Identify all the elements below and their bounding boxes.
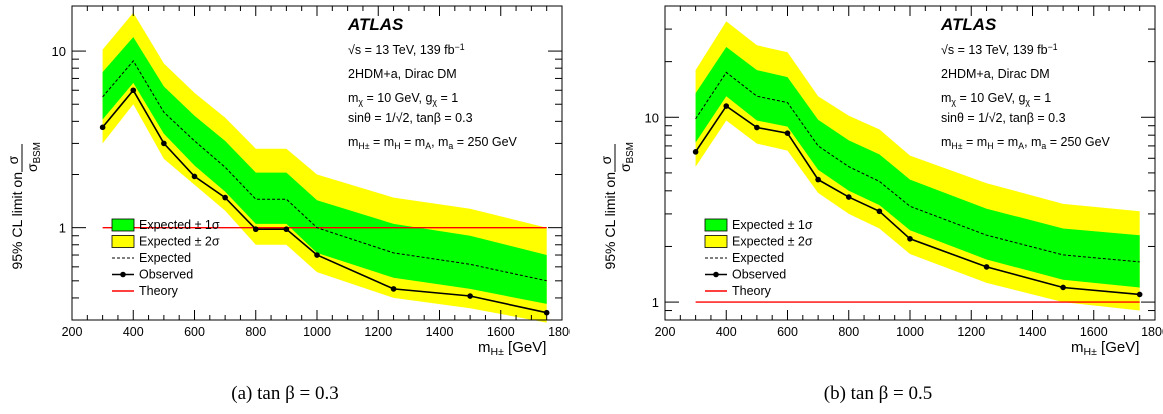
- y-tick-label: 10: [52, 44, 66, 59]
- y-axis-label-denominator: σBSM: [617, 142, 636, 172]
- y-tick-label: 1: [652, 295, 659, 310]
- x-tick-label: 1400: [426, 325, 454, 339]
- caption-b: (b) tan β = 0.5: [823, 383, 933, 404]
- observed-point: [723, 103, 730, 109]
- x-tick-label: 600: [184, 325, 205, 339]
- observed-point: [99, 124, 106, 131]
- info-mixing: sinθ = 1/√2, tanβ = 0.3: [348, 111, 473, 125]
- y-axis-label-numerator: σ: [5, 155, 21, 164]
- y-tick-label: 10: [645, 110, 659, 125]
- info-higgs-masses: mH± = mH = mA, ma = 250 GeV: [348, 135, 518, 151]
- legend-label-expected: Expected: [732, 251, 784, 265]
- legend-swatch-observed-marker: [713, 271, 719, 278]
- observed-point: [692, 149, 699, 155]
- chart-panel-b: 200 400 600 800 1000 1200 1400 1600 1800 1 10 95% C…: [593, 0, 1163, 414]
- x-tick-label: 800: [838, 325, 859, 339]
- observed-point: [983, 264, 990, 270]
- y-axis-label-text: 95% CL limit on: [602, 172, 618, 270]
- legend-label-1sigma: Expected ± 1σ: [732, 218, 813, 232]
- chart-a: 200 400 600 800 1000 1200 1400 1600 1800 1 10 95% C…: [5, 5, 570, 358]
- info-dm-mass-coupling: mχ = 10 GeV, gχ = 1: [348, 91, 458, 107]
- x-tick-label: 600: [777, 325, 798, 339]
- info-model: 2HDM+a, Dirac DM: [348, 67, 457, 81]
- x-tick-label: 400: [716, 325, 737, 339]
- legend-label-expected: Expected: [139, 251, 191, 265]
- info-mixing: sinθ = 1/√2, tanβ = 0.3: [941, 111, 1066, 125]
- x-tick-label: 1000: [303, 325, 331, 339]
- observed-point: [390, 286, 397, 292]
- legend-label-2sigma: Expected ± 2σ: [732, 235, 813, 249]
- y-tick-label: 1: [59, 221, 66, 236]
- observed-point: [161, 140, 167, 147]
- observed-point: [543, 309, 550, 316]
- expected-line: [695, 71, 1140, 263]
- chart-b: 200 400 600 800 1000 1200 1400 1600 1800 1 10 95% C…: [598, 5, 1163, 358]
- observed-point: [314, 252, 320, 258]
- x-tick-label: 1200: [957, 325, 985, 339]
- band-1sigma: [695, 47, 1140, 288]
- y-axis-label-text: 95% CL limit on: [9, 172, 25, 270]
- x-tick-label: 1800: [1141, 325, 1163, 339]
- observed-point: [1136, 291, 1143, 298]
- info-higgs-masses: mH± = mH = mA, ma = 250 GeV: [941, 135, 1111, 151]
- observed-point: [1060, 284, 1066, 291]
- x-axis-label: mH± [GeV]: [1071, 339, 1139, 358]
- observed-point: [222, 194, 228, 201]
- info-energy-lumi: √s = 13 TeV, 139 fb−1: [941, 42, 1058, 57]
- observed-point: [252, 226, 259, 233]
- legend-label-observed: Observed: [732, 268, 786, 282]
- x-tick-label: 1800: [548, 325, 570, 339]
- x-tick-label: 1000: [896, 325, 924, 339]
- x-tick-label: 200: [655, 325, 676, 339]
- legend-label-theory: Theory: [732, 284, 772, 298]
- x-tick-label: 200: [62, 325, 83, 339]
- x-tick-label: 400: [123, 325, 144, 339]
- info-dm-mass-coupling: mχ = 10 GeV, gχ = 1: [941, 91, 1051, 107]
- observed-point: [467, 293, 473, 299]
- legend-label-1sigma: Expected ± 1σ: [139, 218, 220, 232]
- x-tick-label: 1200: [364, 325, 392, 339]
- x-tick-label: 1600: [1080, 325, 1108, 339]
- observed-point: [754, 124, 760, 131]
- legend-swatch-observed-marker: [120, 271, 126, 278]
- legend-label-theory: Theory: [139, 284, 179, 298]
- legend-label-2sigma: Expected ± 2σ: [139, 235, 220, 249]
- chart-panel-a: 200 400 600 800 1000 1200 1400 1600 1800 1 10 95% C…: [0, 0, 570, 414]
- observed-point: [191, 173, 198, 180]
- y-axis-label-numerator: σ: [598, 155, 614, 164]
- expected-line: [102, 60, 547, 282]
- observed-point: [784, 130, 791, 137]
- atlas-label: ATLAS: [940, 15, 997, 34]
- x-tick-label: 1400: [1019, 325, 1047, 339]
- x-tick-label: 1600: [487, 325, 515, 339]
- legend-swatch-1sigma: [111, 218, 135, 232]
- info-energy-lumi: √s = 13 TeV, 139 fb−1: [348, 42, 465, 57]
- caption-a: (a) tan β = 0.3: [231, 383, 339, 404]
- legend-swatch-1sigma: [704, 218, 728, 232]
- observed-point: [283, 226, 290, 233]
- observed-point: [907, 236, 913, 242]
- observed-point: [876, 208, 883, 215]
- observed-point: [815, 176, 821, 183]
- legend-swatch-2sigma: [111, 235, 135, 248]
- band-1sigma: [102, 37, 547, 304]
- y-axis-label-denominator: σBSM: [24, 142, 43, 172]
- observed-point: [130, 87, 137, 94]
- x-tick-label: 800: [245, 325, 266, 339]
- observed-point: [845, 194, 852, 200]
- x-axis-label: mH± [GeV]: [478, 339, 546, 358]
- atlas-label: ATLAS: [347, 15, 404, 34]
- legend-label-observed: Observed: [139, 268, 193, 282]
- legend-swatch-2sigma: [704, 235, 728, 248]
- info-model: 2HDM+a, Dirac DM: [941, 67, 1050, 81]
